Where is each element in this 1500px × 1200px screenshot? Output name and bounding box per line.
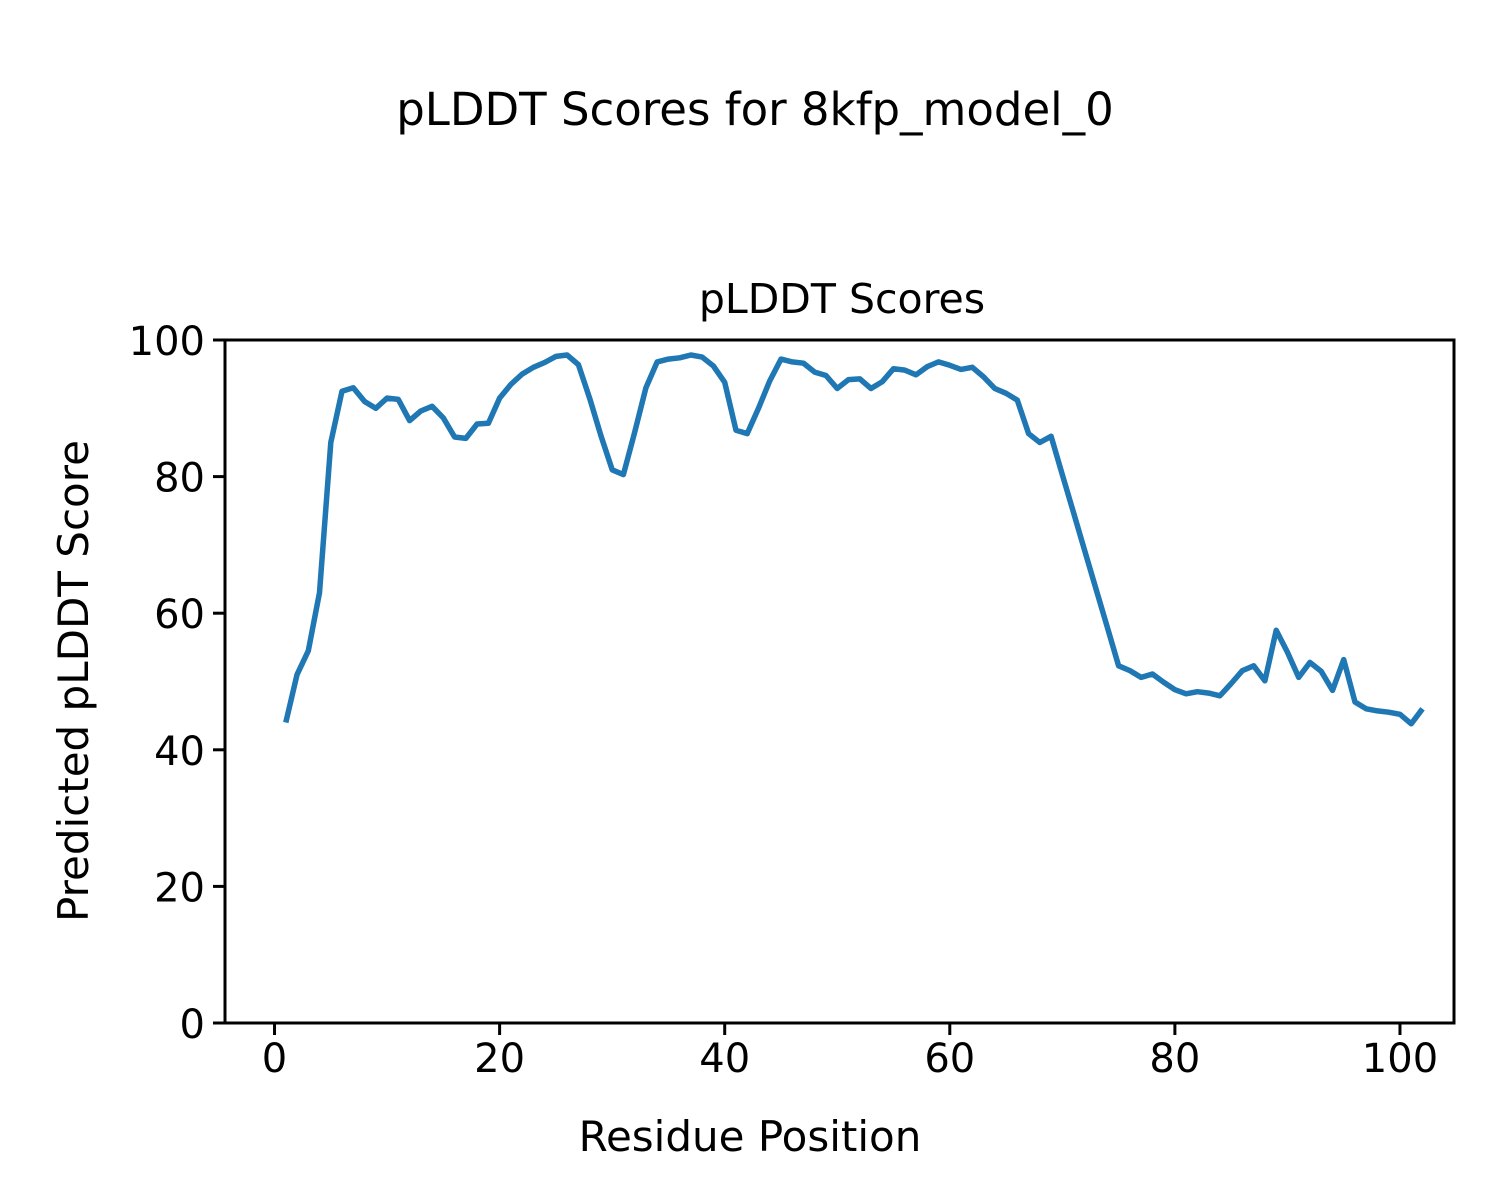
y-tick-label: 40 bbox=[154, 729, 205, 775]
y-tick-label: 0 bbox=[180, 1002, 205, 1048]
plddt-line bbox=[283, 352, 1425, 727]
y-tick-label: 100 bbox=[129, 319, 205, 365]
x-axis-ticks: 0 20 40 60 80 100 bbox=[262, 1023, 1438, 1082]
plot-area: 0 20 40 60 80 100 0 20 40 60 80 100 bbox=[129, 319, 1456, 1082]
y-tick-label: 60 bbox=[154, 592, 205, 638]
figure-suptitle: pLDDT Scores for 8kfp_model_0 bbox=[396, 83, 1114, 136]
x-axis-label: Residue Position bbox=[579, 1112, 922, 1161]
y-axis-label: Predicted pLDDT Score bbox=[49, 440, 98, 922]
y-axis-ticks: 0 20 40 60 80 100 bbox=[129, 319, 225, 1048]
x-tick-label: 100 bbox=[1362, 1036, 1438, 1082]
y-tick-label: 20 bbox=[154, 865, 205, 911]
x-tick-label: 20 bbox=[474, 1036, 525, 1082]
x-tick-label: 40 bbox=[699, 1036, 750, 1082]
axes-title: pLDDT Scores bbox=[699, 275, 985, 323]
x-tick-label: 60 bbox=[924, 1036, 975, 1082]
x-tick-label: 80 bbox=[1149, 1036, 1200, 1082]
y-tick-label: 80 bbox=[154, 456, 205, 502]
x-tick-label: 0 bbox=[262, 1036, 287, 1082]
axes-box bbox=[223, 338, 1456, 1025]
